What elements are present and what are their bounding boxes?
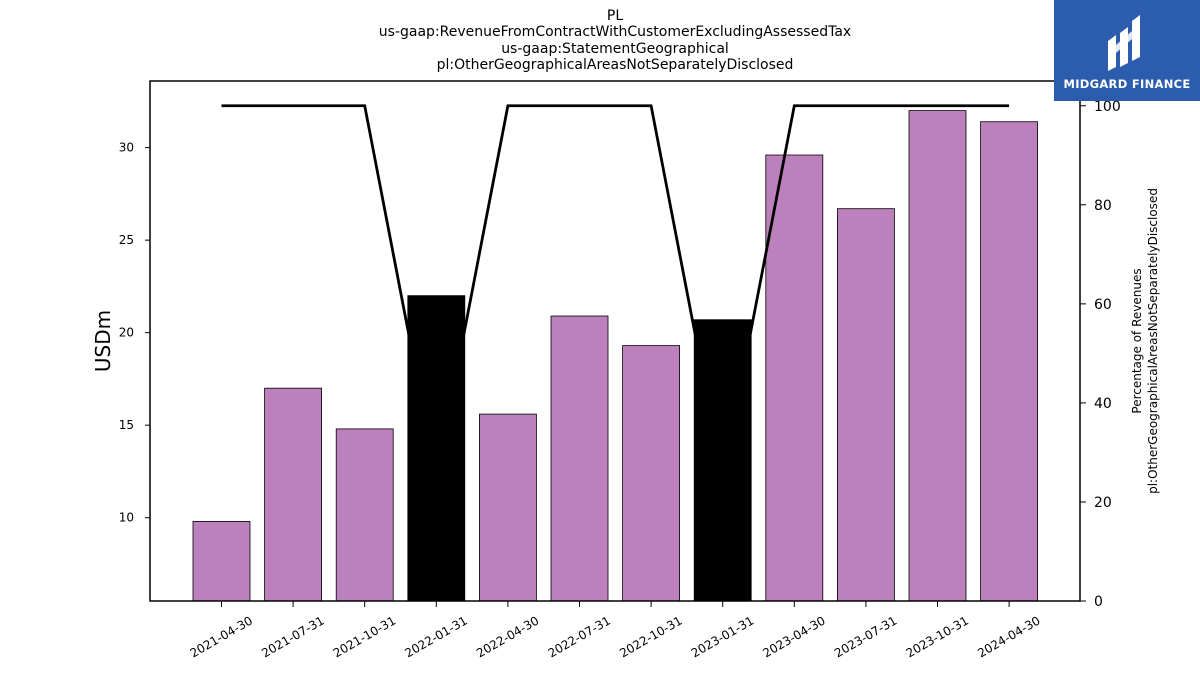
x-tick-label: 2024-04-30: [975, 613, 1042, 660]
bar-2023-07-31: [837, 208, 895, 602]
right-y-tick-label: 0: [1094, 594, 1103, 610]
right-y-tick-label: 60: [1094, 297, 1112, 313]
midgard-logo-icon: [1108, 14, 1140, 71]
bar-2021-04-30: [192, 521, 251, 602]
percentage-line-series: [221, 104, 1010, 478]
bar-2022-10-31: [622, 345, 680, 602]
bar-series: [192, 110, 1038, 602]
x-tick-label: 2022-01-31: [402, 613, 469, 660]
bar-2023-10-31: [908, 110, 967, 602]
right-y-axis-label-line-2: pl:OtherGeographicalAreasNotSeparatelyDi…: [1146, 188, 1160, 494]
plot-frame: [149, 80, 1081, 602]
x-tick-label: 2022-07-31: [546, 613, 613, 660]
left-y-tick-label: 20: [119, 326, 134, 340]
x-tick-label: 2021-04-30: [188, 613, 255, 660]
chart-title-line-2: us-gaap:RevenueFromContractWithCustomerE…: [379, 24, 851, 40]
chart-title: PL us-gaap:RevenueFromContractWithCustom…: [379, 8, 851, 73]
chart-title-line-1: PL: [607, 8, 623, 24]
left-y-tick-label: 15: [119, 418, 134, 432]
left-y-tick-label: 30: [119, 141, 134, 155]
x-tick-label: 2023-04-30: [760, 613, 827, 660]
midgard-finance-logo: MIDGARD FINANCE: [1054, 0, 1200, 101]
left-y-axis-label: USDm: [91, 310, 115, 372]
x-tick-label: 2023-10-31: [904, 613, 971, 660]
bar-2023-01-31: [693, 319, 752, 602]
left-y-tick-label: 25: [119, 233, 134, 247]
bar-2023-04-30: [765, 154, 824, 602]
x-tick-label: 2023-07-31: [832, 613, 899, 660]
bar-2021-10-31: [335, 428, 394, 602]
x-tick-label: 2023-01-31: [689, 613, 756, 660]
bar-2022-07-31: [550, 315, 609, 602]
chart-title-line-4: pl:OtherGeographicalAreasNotSeparatelyDi…: [437, 57, 794, 73]
chart-title-line-3: us-gaap:StatementGeographical: [501, 41, 729, 57]
right-y-tick-label: 100: [1094, 99, 1121, 115]
bar-2022-04-30: [478, 413, 537, 602]
right-y-axis-label-line-1: Percentage of Revenues: [1130, 268, 1144, 413]
bar-2021-07-31: [264, 387, 323, 602]
right-y-tick-label: 40: [1094, 396, 1112, 412]
percentage-line: [221, 104, 1010, 478]
left-y-tick-label: 10: [119, 511, 134, 525]
logo-wordmark: MIDGARD FINANCE: [1063, 76, 1191, 91]
right-y-tick-label: 20: [1094, 495, 1112, 511]
x-axis: 2021-04-30 2021-07-31 2021-10-31 2022-01-31…: [188, 601, 1043, 660]
bar-2024-04-30: [980, 121, 1038, 602]
x-tick-label: 2022-10-31: [617, 613, 684, 660]
x-tick-label: 2022-04-30: [474, 613, 541, 660]
right-y-tick-label: 80: [1094, 198, 1112, 214]
x-tick-label: 2021-07-31: [259, 613, 326, 660]
x-tick-label: 2021-10-31: [331, 613, 398, 660]
bar-2022-01-31: [407, 295, 466, 602]
left-y-axis: 10 15 20 25 30: [119, 141, 150, 525]
axes: [149, 80, 1081, 602]
right-y-axis: 0 20 40 60 80 100: [1080, 99, 1121, 610]
